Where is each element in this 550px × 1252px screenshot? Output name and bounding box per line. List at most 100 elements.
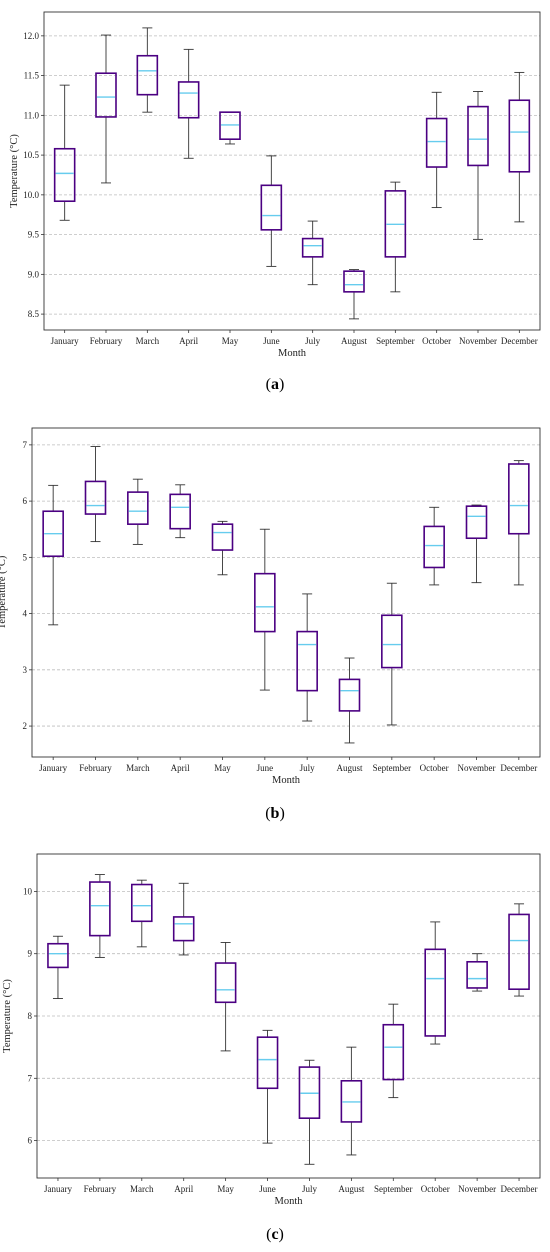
x-tick-label: November (459, 336, 497, 346)
y-axis-label: Temperature (°C) (2, 979, 13, 1053)
box-iqr (169, 493, 191, 530)
box-september (381, 582, 403, 726)
x-tick-label: October (421, 1184, 450, 1194)
x-tick-label: July (300, 763, 316, 773)
box-march (136, 27, 159, 113)
box-iqr (47, 942, 69, 969)
x-tick-label: April (171, 763, 190, 773)
plot-frame (31, 427, 541, 758)
box-iqr (136, 54, 159, 96)
x-tick-label: April (174, 1184, 193, 1194)
plot-frame (43, 11, 541, 331)
box-iqr (338, 678, 361, 712)
x-tick-label: July (305, 336, 321, 346)
x-axis-label: Month (272, 775, 301, 786)
box-november (466, 953, 488, 992)
x-tick-label: April (179, 336, 198, 346)
box-iqr (42, 510, 64, 558)
box-january (53, 84, 76, 221)
box-iqr (254, 572, 276, 633)
x-tick-label: November (458, 763, 496, 773)
box-may (214, 942, 237, 1052)
y-tick-label: 4 (23, 609, 28, 619)
box-iqr (508, 463, 530, 535)
box-iqr (465, 505, 488, 540)
x-tick-label: May (222, 336, 239, 346)
x-tick-label: November (458, 1184, 496, 1194)
x-axis-label: Month (274, 1196, 303, 1207)
box-iqr (84, 480, 107, 515)
box-may (219, 111, 241, 145)
x-tick-label: February (84, 1184, 117, 1194)
y-axis-label: Temperature (°C) (0, 555, 8, 629)
box-april (169, 484, 191, 539)
y-tick-label: 7 (23, 440, 28, 450)
y-tick-label: 11.0 (24, 110, 40, 120)
x-tick-label: December (501, 336, 538, 346)
panel-label: (a) (266, 376, 285, 393)
box-iqr (424, 948, 447, 1037)
box-november (467, 91, 489, 240)
x-tick-label: September (374, 1184, 413, 1194)
box-iqr (425, 117, 448, 168)
x-tick-label: June (263, 336, 280, 346)
box-iqr (343, 270, 365, 293)
box-february (95, 34, 117, 184)
box-september (384, 181, 407, 293)
x-tick-label: May (214, 763, 231, 773)
box-june (254, 528, 276, 691)
y-tick-label: 10.0 (23, 190, 39, 200)
box-october (425, 91, 448, 209)
x-tick-label: December (501, 1184, 538, 1194)
x-tick-label: January (39, 763, 67, 773)
x-tick-label: May (217, 1184, 234, 1194)
x-tick-label: March (130, 1184, 154, 1194)
y-tick-label: 6 (23, 496, 28, 506)
box-october (423, 506, 445, 586)
y-tick-label: 9 (28, 949, 33, 959)
box-march (127, 478, 149, 545)
y-tick-label: 9.0 (28, 269, 40, 279)
box-april (172, 882, 195, 956)
x-tick-label: June (257, 763, 274, 773)
y-tick-label: 9.5 (28, 230, 40, 240)
box-february (89, 874, 111, 958)
box-january (42, 484, 64, 626)
y-tick-label: 6 (28, 1136, 33, 1146)
x-tick-label: October (420, 763, 449, 773)
x-tick-label: July (302, 1184, 318, 1194)
box-iqr (466, 960, 488, 989)
y-tick-label: 11.5 (24, 71, 40, 81)
box-iqr (53, 147, 76, 203)
x-tick-label: October (422, 336, 451, 346)
box-june (260, 155, 283, 267)
x-tick-label: September (373, 763, 412, 773)
x-axis-label: Month (278, 348, 307, 359)
box-april (177, 48, 200, 159)
x-tick-label: September (376, 336, 415, 346)
box-iqr (423, 525, 445, 569)
y-tick-label: 10.5 (23, 150, 39, 160)
box-march (130, 879, 153, 948)
box-iqr (130, 883, 153, 923)
box-iqr (211, 523, 234, 551)
box-october (424, 921, 447, 1045)
box-july (301, 220, 324, 286)
y-tick-label: 8 (28, 1011, 33, 1021)
panel-label: (b) (265, 805, 285, 822)
box-august (343, 269, 365, 320)
box-iqr (382, 1023, 405, 1081)
x-tick-label: December (500, 763, 537, 773)
box-iqr (260, 184, 283, 231)
y-tick-label: 8.5 (28, 309, 40, 319)
x-tick-label: February (79, 763, 112, 773)
box-iqr (298, 1066, 321, 1119)
x-tick-label: March (136, 336, 160, 346)
y-tick-label: 7 (28, 1073, 33, 1083)
y-tick-label: 3 (23, 665, 28, 675)
x-tick-label: August (338, 1184, 365, 1194)
box-iqr (89, 881, 111, 937)
box-november (465, 504, 488, 584)
box-september (382, 1003, 405, 1099)
